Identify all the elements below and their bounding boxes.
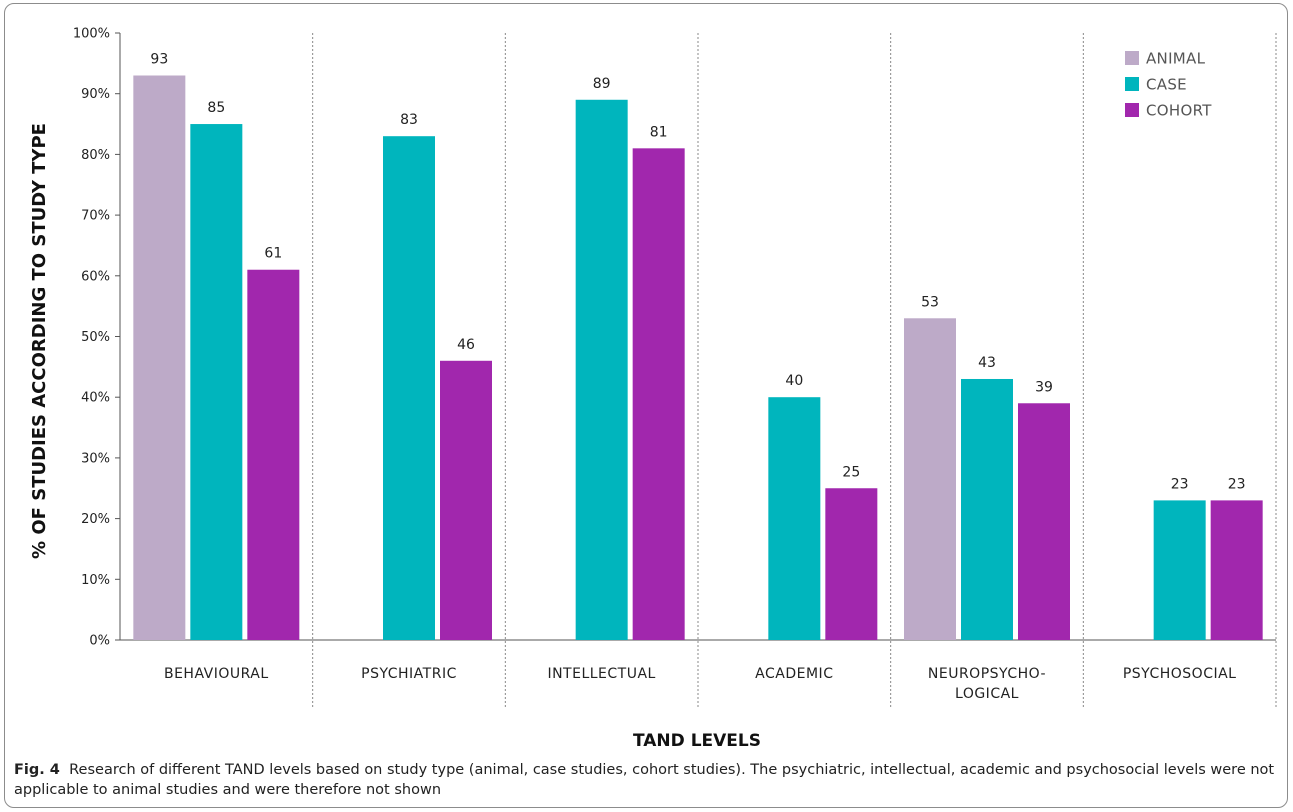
value-labels: 93 85 61 83 46 89 81 40 25 53 43 39 23 23 <box>150 51 1245 492</box>
bar-case <box>961 378 1013 640</box>
y-axis: 0% 10% 20% 30% 40% 50% 60% 70% 80% 90% 100% <box>73 27 1276 649</box>
value-label: 23 <box>1171 476 1189 492</box>
value-label: 89 <box>593 76 611 92</box>
bar-cohort <box>1210 500 1263 640</box>
y-tick-label: 10% <box>81 573 110 588</box>
category-label: ACADEMIC <box>755 666 833 682</box>
bar-cohort <box>632 148 685 640</box>
bar-chart: 0% 10% 20% 30% 40% 50% 60% 70% 80% 90% 100% 93 85 61… <box>29 27 1277 751</box>
y-tick-label: 50% <box>81 330 110 345</box>
legend-swatch-animal <box>1125 51 1139 65</box>
category-label: LOGICAL <box>955 686 1019 702</box>
value-label: 39 <box>1035 379 1053 395</box>
category-label: INTELLECTUAL <box>547 666 655 682</box>
category-label: BEHAVIOURAL <box>164 666 269 682</box>
y-tick-label: 90% <box>81 87 110 102</box>
bar-case <box>1153 500 1206 640</box>
bar-cohort <box>1018 403 1070 640</box>
legend-swatch-case <box>1125 77 1139 91</box>
y-tick-label: 60% <box>81 269 110 284</box>
legend: ANIMAL CASE COHORT <box>1125 50 1212 120</box>
bar-cohort <box>825 488 878 640</box>
bar-cohort <box>440 360 492 640</box>
category-labels: BEHAVIOURAL PSYCHIATRIC INTELLECTUAL ACADEM… <box>164 666 1236 702</box>
value-label: 53 <box>921 294 939 310</box>
category-separators <box>312 33 1277 708</box>
value-label: 25 <box>842 464 860 480</box>
x-axis-title: TAND LEVELS <box>633 731 761 751</box>
bar-animal <box>904 318 956 640</box>
value-label: 43 <box>978 355 996 371</box>
bar-case <box>768 397 821 640</box>
legend-swatch-cohort <box>1125 103 1139 117</box>
category-label: NEUROPSYCHO- <box>928 666 1046 682</box>
y-tick-label: 100% <box>73 27 110 42</box>
value-label: 81 <box>650 124 668 140</box>
value-label: 23 <box>1228 476 1246 492</box>
category-label: PSYCHOSOCIAL <box>1123 666 1237 682</box>
caption-text: Research of different TAND levels based … <box>14 762 1275 798</box>
bar-case <box>383 136 435 640</box>
value-label: 83 <box>400 112 418 128</box>
bars <box>133 75 1263 641</box>
value-label: 61 <box>264 246 282 262</box>
legend-label: COHORT <box>1146 102 1212 120</box>
legend-label: CASE <box>1146 76 1187 94</box>
y-tick-label: 80% <box>81 148 110 163</box>
y-axis-title: % OF STUDIES ACCORDING TO STUDY TYPE <box>29 123 50 559</box>
value-label: 93 <box>150 51 168 67</box>
y-tick-label: 70% <box>81 209 110 224</box>
bar-animal <box>133 75 186 641</box>
y-tick-label: 30% <box>81 451 110 466</box>
y-tick-label: 20% <box>81 512 110 527</box>
bar-case <box>190 124 243 641</box>
figure-caption: Fig. 4 Research of different TAND levels… <box>14 760 1279 800</box>
value-label: 40 <box>785 373 803 389</box>
category-label: PSYCHIATRIC <box>361 666 457 682</box>
bar-case <box>575 99 628 640</box>
value-label: 46 <box>457 337 475 353</box>
caption-label: Fig. 4 <box>14 762 60 778</box>
y-tick-label: 40% <box>81 391 110 406</box>
y-tick-label: 0% <box>89 634 110 649</box>
value-label: 85 <box>207 100 225 116</box>
legend-label: ANIMAL <box>1146 50 1206 68</box>
bar-cohort <box>247 269 300 640</box>
